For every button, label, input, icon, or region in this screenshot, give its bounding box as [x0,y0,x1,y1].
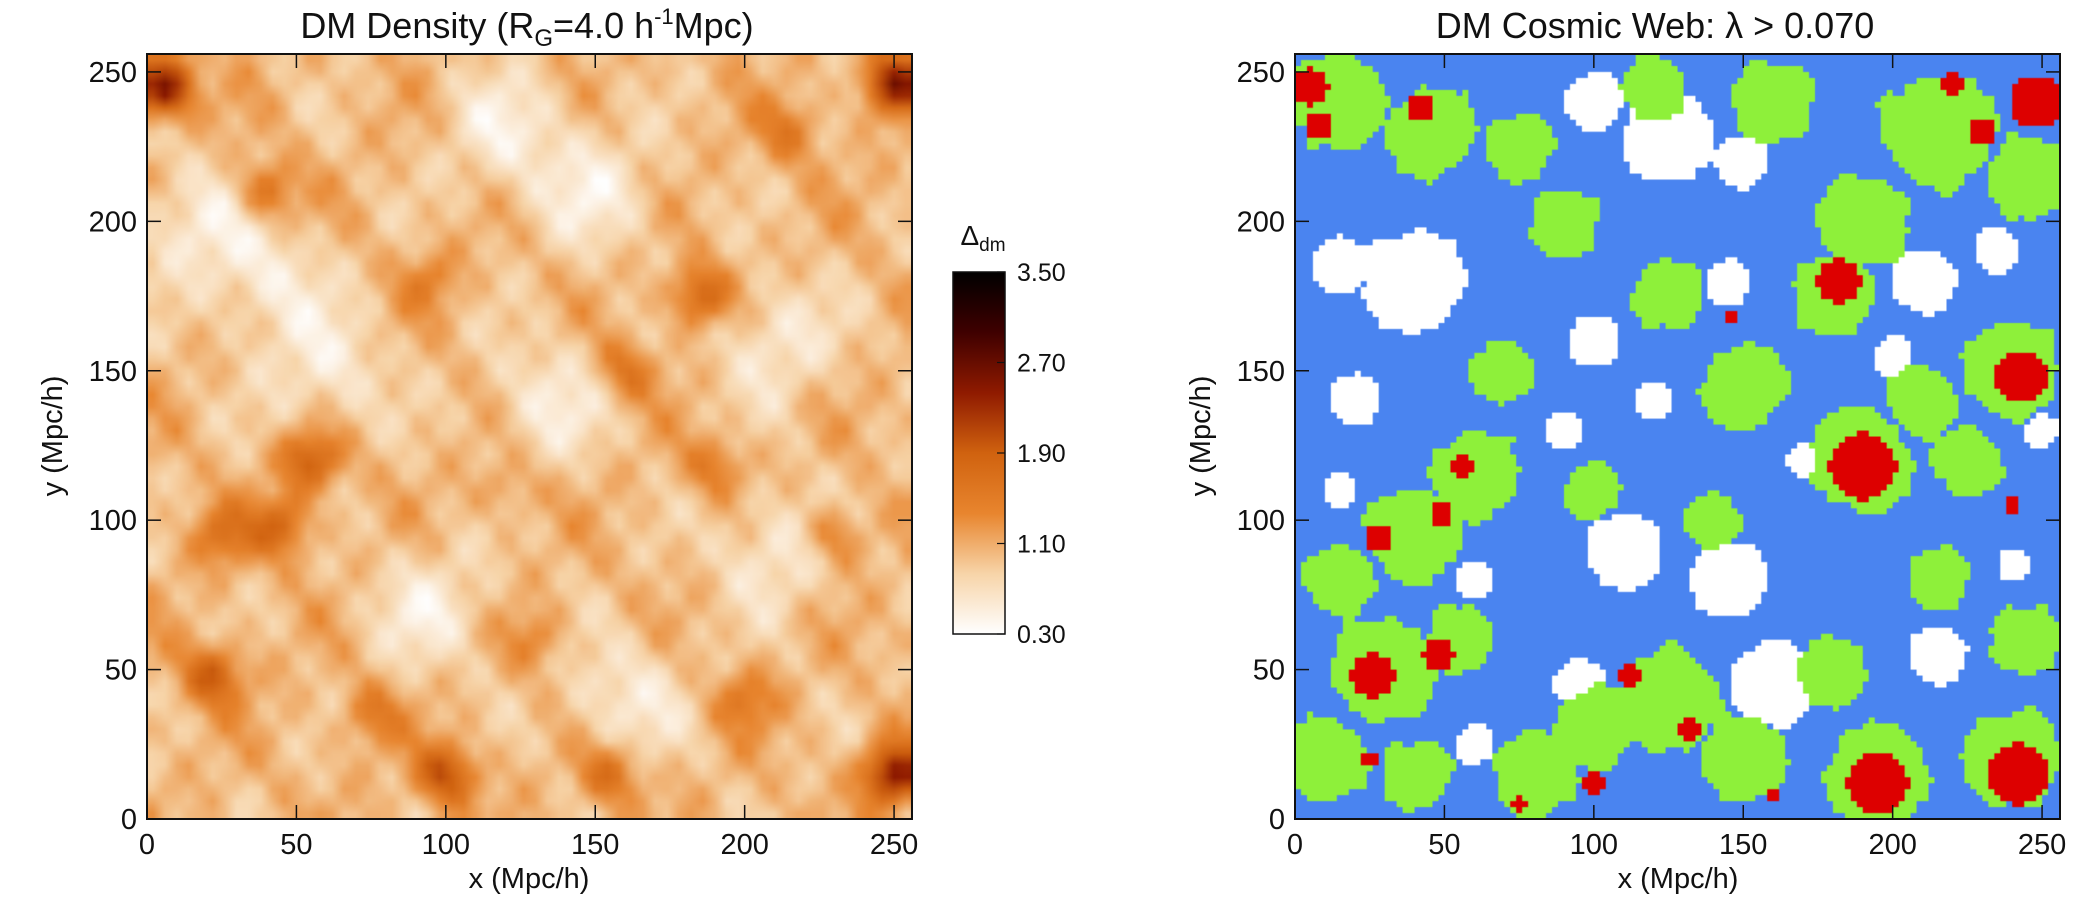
colorbar-tick-label: 0.30 [1017,621,1066,649]
cosmicweb-xlabel: x (Mpc/h) [1618,863,1739,895]
cosmicweb-ytick-label: 0 [1269,804,1285,836]
colorbar-tick-label: 2.70 [1017,350,1066,378]
density-title: DM Density (RG=4.0 h-1Mpc) [300,4,753,52]
colorbar-tick-label: 1.90 [1017,440,1066,468]
cosmicweb-xtick-label: 200 [1868,829,1916,861]
density-ytick-label: 150 [89,356,137,388]
cosmicweb-ytick-label: 50 [1253,655,1285,687]
density-xtick-label: 150 [571,829,619,861]
density-ytick-label: 250 [89,57,137,89]
density-xtick-label: 0 [139,829,155,861]
cosmicweb-ytick-label: 100 [1237,505,1285,537]
cosmicweb-plot-frame [1294,53,2061,820]
colorbar-tick-label: 3.50 [1017,259,1066,287]
colorbar: Δdm 3.50 2.70 1.90 1.10 0.30 [952,220,1066,649]
cosmicweb-title: DM Cosmic Web: λ > 0.070 [1436,5,1875,46]
density-xlabel: x (Mpc/h) [469,863,590,895]
cosmicweb-ytick-label: 200 [1237,206,1285,238]
colorbar-label: Δdm [960,220,1005,256]
density-ytick-label: 100 [89,505,137,537]
colorbar-scale [952,271,1006,635]
density-panel: DM Density (RG=4.0 h-1Mpc) 0 50 100 150 200 2… [37,4,918,895]
cosmicweb-ticks: 0 50 100 150 200 250 0 50 100 150 200 250 [1237,54,2066,861]
density-xtick-label: 100 [422,829,470,861]
cosmicweb-xtick-label: 50 [1428,829,1460,861]
cosmicweb-panel: DM Cosmic Web: λ > 0.070 0 50 100 150 200 250… [1185,5,2066,895]
density-xtick-label: 200 [720,829,768,861]
cosmicweb-classification-map [1295,54,2060,819]
cosmicweb-xtick-label: 0 [1287,829,1303,861]
cosmicweb-ylabel: y (Mpc/h) [1185,376,1217,497]
colorbar-tick-label: 1.10 [1017,531,1066,559]
density-xtick-label: 50 [280,829,312,861]
cosmicweb-xtick-label: 150 [1719,829,1767,861]
cosmicweb-xtick-label: 100 [1570,829,1618,861]
density-ytick-label: 50 [105,655,137,687]
density-ytick-label: 0 [121,804,137,836]
density-ticks: 0 50 100 150 200 250 0 50 100 150 200 250 [89,54,918,861]
cosmicweb-ytick-label: 150 [1237,356,1285,388]
density-heatmap [147,54,912,819]
density-ylabel: y (Mpc/h) [37,376,69,497]
density-xtick-label: 250 [870,829,918,861]
density-plot-frame [146,53,913,820]
cosmicweb-xtick-label: 250 [2018,829,2066,861]
colorbar-ticks: 3.50 2.70 1.90 1.10 0.30 [997,259,1066,649]
density-ytick-label: 200 [89,206,137,238]
cosmicweb-ytick-label: 250 [1237,57,1285,89]
